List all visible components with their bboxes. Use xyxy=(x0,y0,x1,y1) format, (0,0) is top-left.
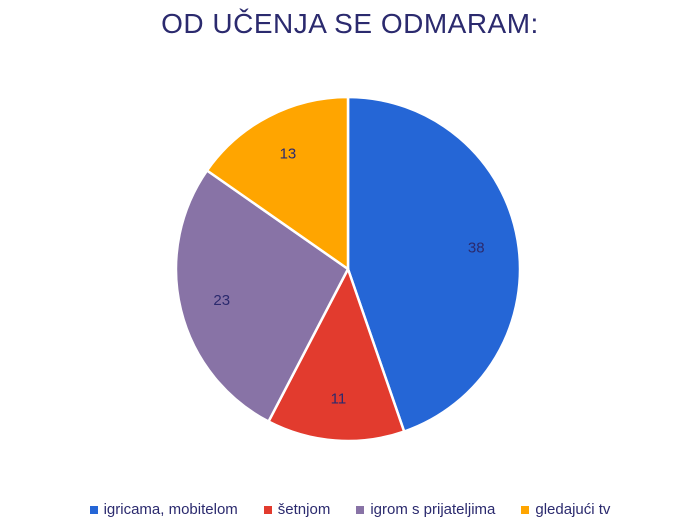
legend-swatch xyxy=(521,505,530,514)
legend-item-gledajuci: gledajući tv xyxy=(521,501,610,518)
legend-item-setnjom: šetnjom xyxy=(263,501,331,518)
pie-slice xyxy=(266,265,406,443)
pie-slice xyxy=(205,95,350,272)
legend-swatch xyxy=(356,505,365,514)
legend-item-igricama: igricama, mobitelom xyxy=(89,501,238,518)
legend-swatch xyxy=(263,505,272,514)
slice-value-label: 11 xyxy=(331,391,347,408)
slice-value-label: 13 xyxy=(280,146,297,163)
pie-slice xyxy=(174,168,350,424)
legend-label: gledajući tv xyxy=(535,501,611,518)
slice-value-label: 38 xyxy=(468,239,485,256)
chart-legend: igricama, mobitelom šetnjom igrom s prij… xyxy=(0,501,700,518)
legend-swatch xyxy=(89,505,98,514)
pie-slice xyxy=(346,95,522,434)
chart-title: OD UČENJA SE ODMARAM: xyxy=(161,8,539,39)
legend-label: igrom s prijateljima xyxy=(370,501,496,518)
legend-label: igricama, mobitelom xyxy=(103,501,238,518)
legend-label: šetnjom xyxy=(277,501,331,518)
slice-value-label: 23 xyxy=(213,292,230,309)
legend-item-igrom: igrom s prijateljima xyxy=(356,501,495,518)
